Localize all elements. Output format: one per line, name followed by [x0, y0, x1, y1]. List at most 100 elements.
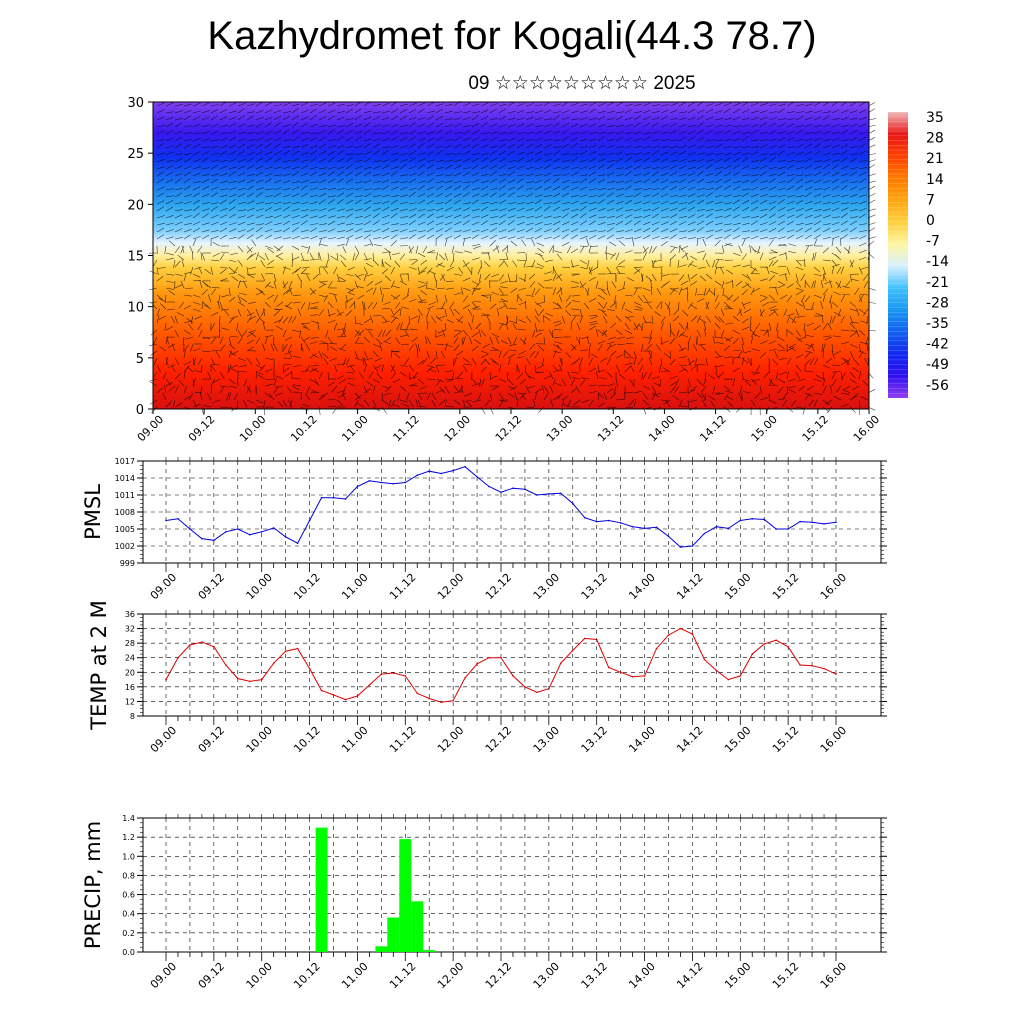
wind-barb — [365, 357, 374, 361]
wind-barb — [615, 329, 623, 336]
wind-barb — [651, 178, 660, 184]
wind-barb — [174, 237, 183, 240]
wind-barb — [445, 405, 455, 408]
wind-barb — [842, 389, 851, 394]
wind-barb — [750, 160, 759, 163]
wind-barb — [840, 109, 849, 114]
wind-barb — [633, 111, 642, 114]
wind-barb — [264, 383, 273, 387]
wind-barb — [372, 104, 381, 107]
wind-barb — [336, 399, 344, 406]
wind-barb — [291, 208, 300, 212]
wind-barb — [804, 157, 813, 163]
wind-barb — [831, 207, 840, 212]
wind-barb — [437, 315, 446, 320]
wind-barb — [840, 237, 842, 247]
wind-barb — [615, 102, 624, 107]
wind-barb — [642, 214, 651, 219]
wind-barb — [369, 238, 374, 247]
wind-barb — [165, 222, 174, 226]
wind-barb — [741, 117, 750, 121]
wind-barb — [408, 246, 415, 254]
data-point — [201, 641, 203, 643]
wind-barb — [336, 199, 344, 205]
wind-barb — [554, 250, 563, 254]
wind-barb — [507, 117, 516, 121]
wind-barb — [372, 287, 377, 296]
wind-barb — [453, 193, 462, 198]
wind-barb — [300, 165, 309, 170]
wind-barb — [858, 109, 867, 114]
wind-barb — [768, 157, 776, 163]
wind-barb — [776, 322, 779, 331]
wind-barb — [273, 310, 280, 317]
wind-barb — [282, 111, 291, 114]
wind-barb — [633, 138, 642, 142]
wind-barb — [714, 158, 723, 163]
wind-barb — [608, 336, 617, 340]
wind-barb — [637, 295, 644, 303]
y-tick-label: 16 — [125, 683, 135, 692]
wind-barb — [183, 385, 188, 394]
wind-barb — [822, 236, 831, 240]
wind-barb — [462, 181, 471, 184]
wind-barb — [813, 101, 822, 107]
wind-barb — [233, 392, 239, 401]
wind-barb — [525, 143, 534, 149]
wind-barb — [435, 115, 444, 121]
wind-barb — [228, 150, 237, 156]
wind-barb — [795, 129, 803, 135]
wind-barb — [651, 122, 659, 128]
wind-barb — [723, 385, 731, 391]
wind-barb — [750, 266, 758, 272]
wind-barb — [363, 157, 372, 163]
wind-barb — [525, 237, 534, 240]
wind-barb — [696, 363, 698, 373]
wind-barb — [615, 266, 621, 274]
wind-barb — [549, 371, 554, 380]
wind-barb — [768, 340, 777, 345]
wind-barb — [556, 287, 563, 295]
wind-barb — [786, 371, 789, 380]
wind-barb — [786, 123, 795, 128]
wind-barb — [721, 280, 725, 289]
wind-barb — [507, 220, 515, 226]
wind-barb — [496, 308, 500, 317]
wind-barb — [327, 336, 333, 344]
wind-barb — [471, 111, 480, 114]
wind-barb — [496, 245, 500, 254]
wind-barb — [471, 103, 480, 107]
wind-barb — [624, 250, 633, 254]
wind-barbs — [148, 101, 876, 416]
wind-barb — [827, 323, 833, 331]
wind-barb — [327, 124, 336, 128]
wind-barb — [435, 136, 444, 142]
wind-barb — [687, 206, 696, 212]
wind-barb — [732, 186, 741, 191]
wind-barb — [255, 357, 261, 366]
wind-barb — [858, 178, 866, 184]
wind-barb — [300, 201, 309, 205]
wind-barb — [741, 289, 748, 296]
wind-barb — [346, 378, 356, 380]
wind-barb — [282, 237, 291, 240]
wind-barb — [570, 172, 579, 177]
wind-barb — [299, 329, 302, 338]
wind-barb — [498, 258, 508, 261]
wind-barb — [831, 124, 840, 128]
wind-barb — [345, 192, 354, 198]
wind-barb — [703, 322, 707, 331]
wind-barb — [498, 274, 505, 282]
wind-barb — [331, 385, 338, 393]
wind-barb — [276, 301, 284, 307]
wind-barb — [246, 115, 254, 121]
wind-barb — [768, 152, 777, 156]
data-point — [452, 469, 454, 472]
wind-barb — [255, 370, 258, 380]
wind-barb — [471, 137, 480, 142]
wind-barb — [606, 383, 615, 387]
wind-barb — [237, 143, 246, 149]
wind-barb — [363, 214, 372, 219]
wind-barb — [615, 230, 624, 233]
